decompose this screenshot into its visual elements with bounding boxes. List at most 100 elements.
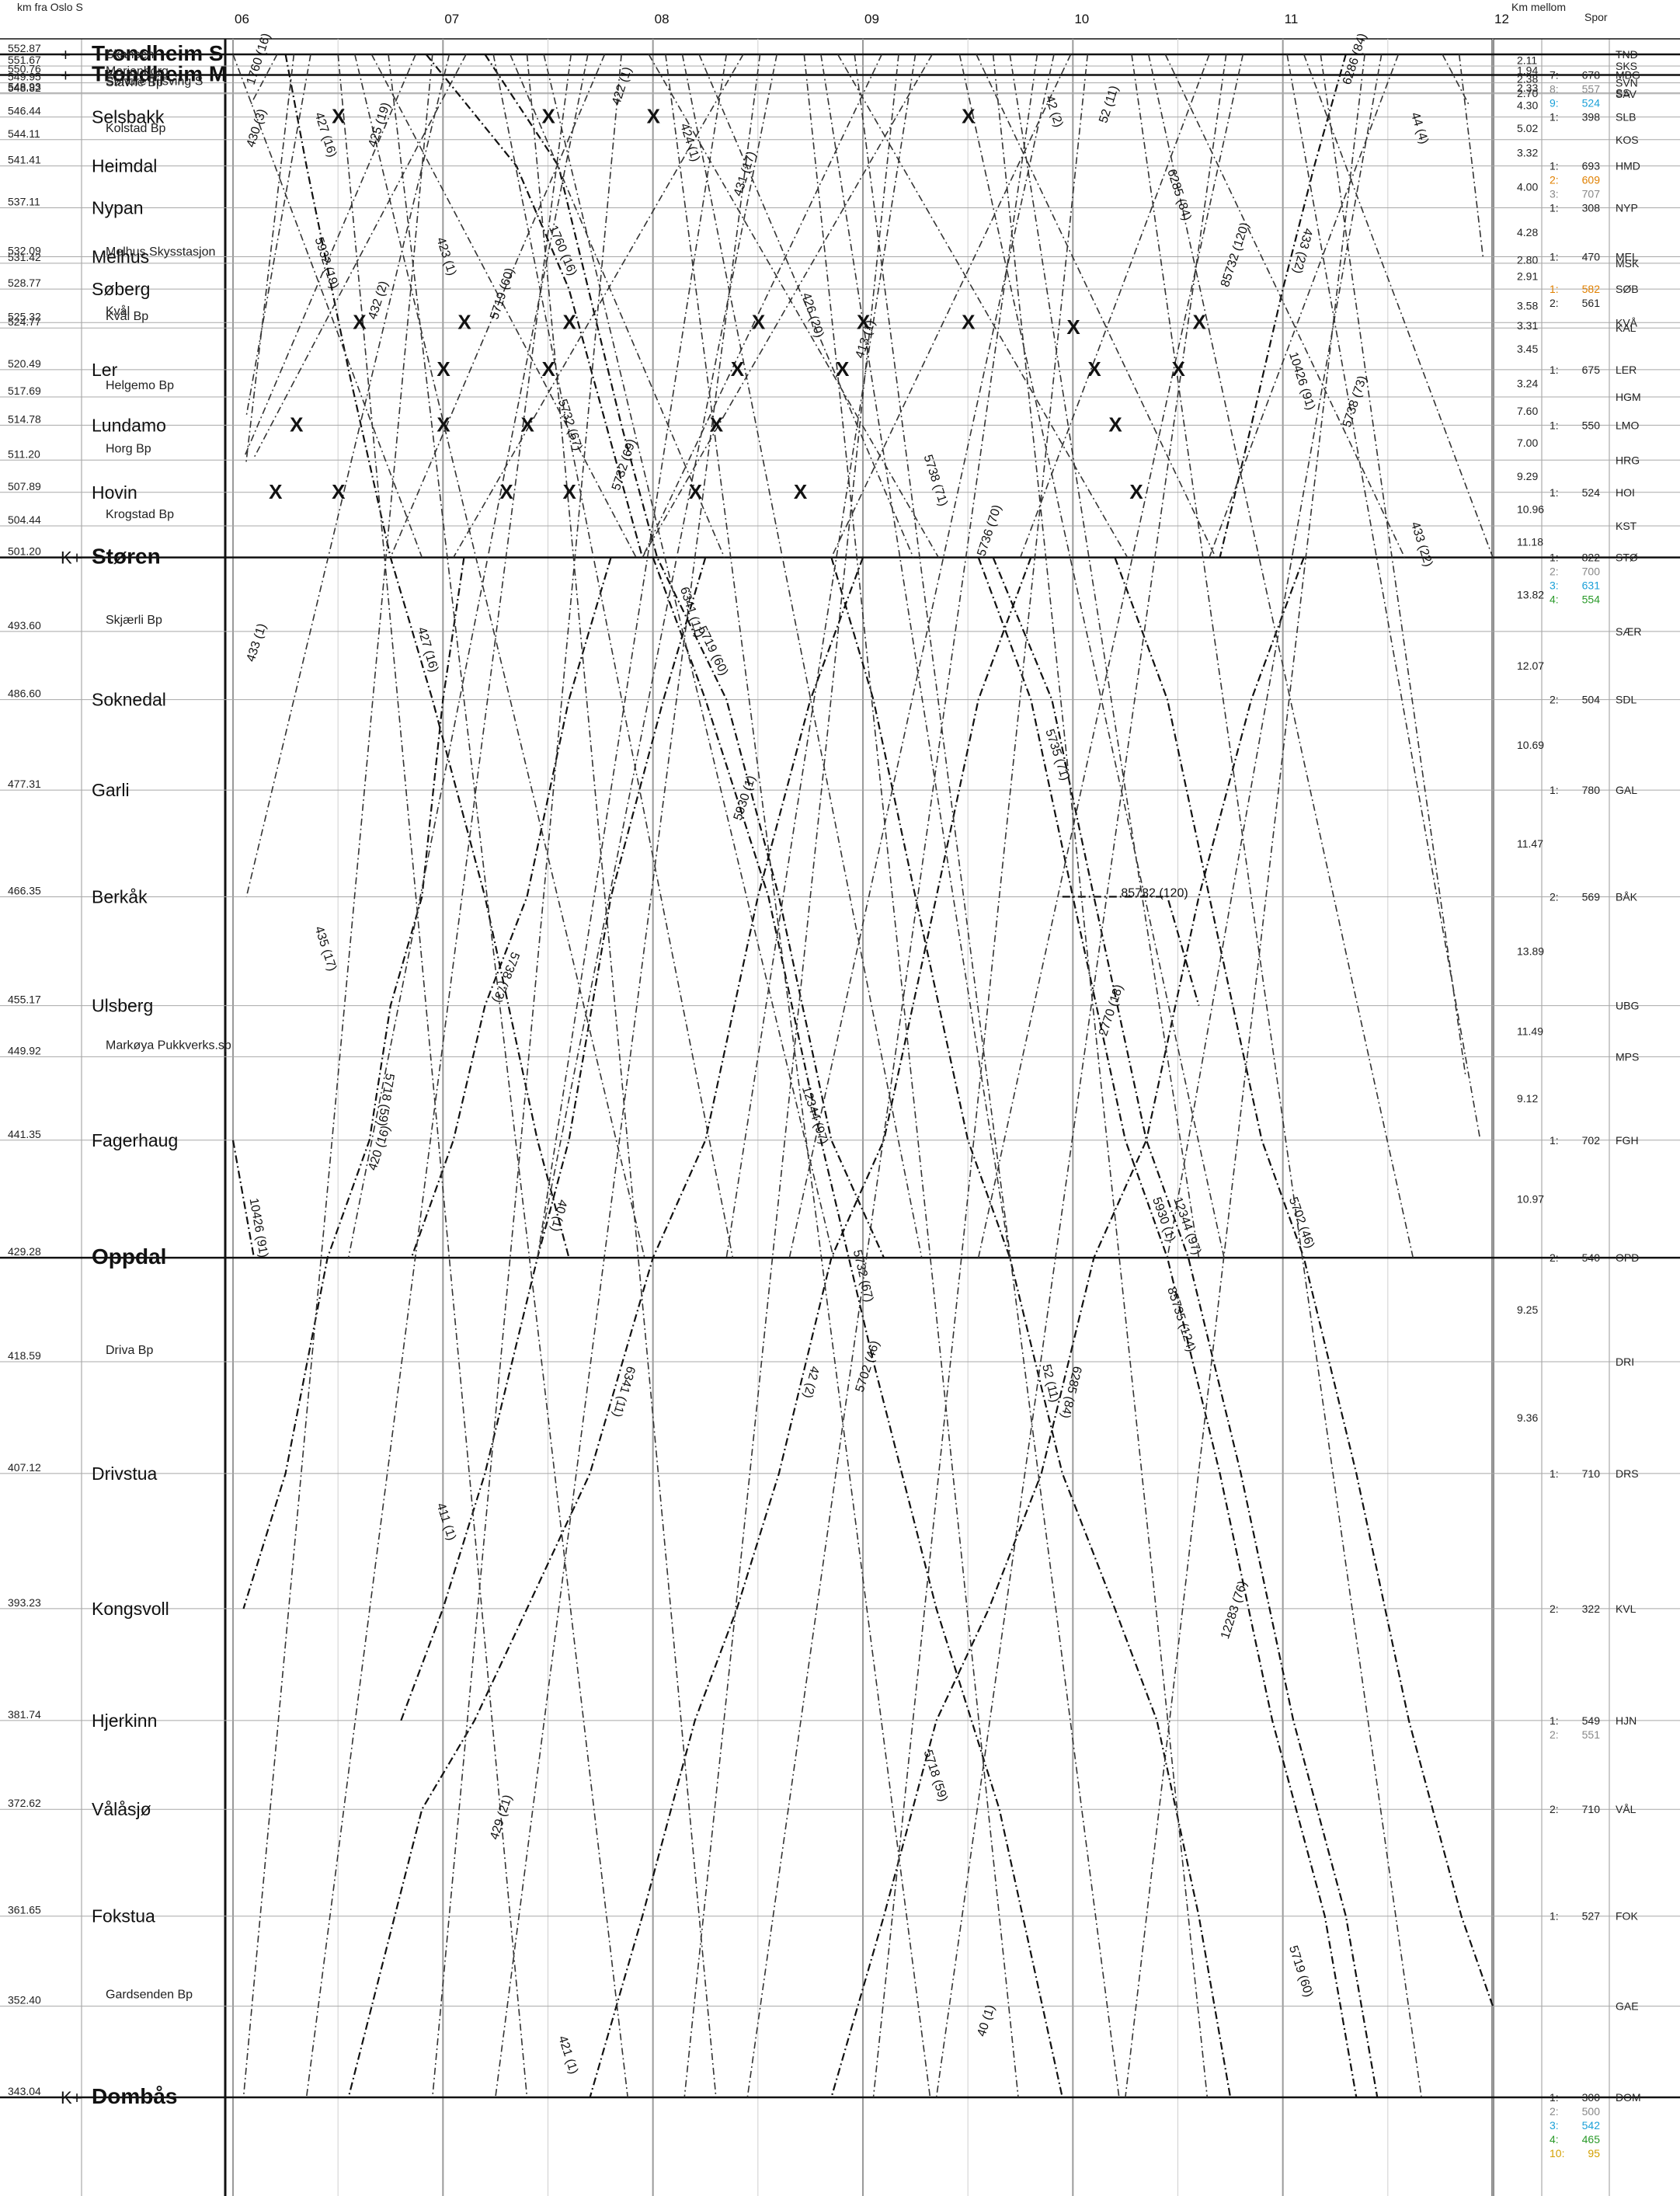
station-km: 343.04	[8, 2085, 41, 2097]
train-path	[400, 557, 707, 1721]
crossing-marker: X	[269, 480, 283, 503]
track-number: 3:	[1550, 2119, 1559, 2132]
station-km: 407.12	[8, 1461, 41, 1474]
track-number: 1:	[1550, 1467, 1559, 1480]
station-km: 361.65	[8, 1904, 41, 1916]
train-path	[1131, 54, 1422, 2098]
station-name: Krogstad Bp	[106, 508, 174, 521]
train-path	[589, 557, 1032, 2098]
station-km: 548.93	[8, 80, 41, 92]
station-abbr: SKS	[1616, 60, 1637, 72]
crossing-marker: X	[542, 105, 556, 128]
track-number: 1:	[1550, 202, 1559, 214]
hour-label: 07	[444, 12, 459, 26]
train-path	[642, 54, 933, 559]
train-path	[370, 54, 637, 558]
hour-label: 06	[235, 12, 249, 26]
track-number: 2:	[1550, 1603, 1559, 1615]
track-length: 557	[1582, 82, 1601, 95]
train-path	[231, 1140, 256, 1258]
track-length: 554	[1582, 593, 1601, 606]
distance-value: 3.24	[1517, 377, 1538, 389]
station-abbr: HOI	[1616, 486, 1635, 499]
train-path	[242, 54, 433, 2098]
station-abbr: KVL	[1616, 1603, 1637, 1615]
train-path	[1147, 54, 1414, 1258]
station-abbr: MEL	[1616, 250, 1638, 263]
station-name: Marienborg	[106, 65, 169, 78]
track-length: 95	[1588, 2147, 1600, 2159]
train-path	[1286, 54, 1480, 1138]
tracks-column: 7: 678 8: 557 9: 524 1: 398 1: 693 2: 609 3: 707 1: 308…	[1550, 68, 1600, 2159]
hour-label: 12	[1494, 12, 1509, 26]
station-name: Trondheim M	[92, 61, 227, 85]
station-name: Nypan	[92, 198, 143, 218]
km-header-label: km fra Oslo S	[17, 1, 83, 13]
track-number: 1:	[1550, 1714, 1559, 1727]
distance-value: 2.80	[1517, 254, 1538, 266]
train-path	[665, 54, 931, 2098]
station-km: 441.35	[8, 1128, 41, 1140]
train-path	[1062, 896, 1200, 1006]
hour-label: 09	[864, 12, 879, 26]
train-path	[245, 54, 311, 416]
station-name: Stavne Bp	[106, 76, 163, 89]
train-path	[648, 54, 939, 558]
station-name: Heimdal	[92, 156, 157, 176]
train-path	[935, 54, 1227, 2098]
station-abbr: GAE	[1616, 2000, 1639, 2013]
track-number: 2:	[1550, 297, 1559, 309]
train-path	[253, 54, 467, 458]
station-abbr: KAL	[1616, 322, 1637, 334]
station-abbr: SLB	[1616, 111, 1636, 124]
train-path	[245, 54, 295, 464]
station-km: 524.77	[8, 315, 41, 328]
track-length: 675	[1582, 364, 1601, 376]
station-name: Soknedal	[92, 690, 166, 710]
train-path	[390, 54, 606, 558]
track-length: 550	[1582, 419, 1601, 431]
station-abbr: SVN	[1616, 77, 1638, 89]
track-number: 2:	[1550, 174, 1559, 186]
station-abbr: DRI	[1616, 1356, 1634, 1368]
station-name: Drivstua	[92, 1463, 158, 1484]
track-length: 561	[1582, 297, 1601, 309]
station-abbr: KVÅ	[1616, 316, 1638, 329]
track-length: 527	[1582, 1910, 1601, 1923]
station-km: 546.44	[8, 105, 41, 117]
station-km: 504.44	[8, 513, 41, 526]
train-path	[830, 557, 1305, 2098]
crossing-marker: X	[1108, 412, 1122, 436]
track-number: 1:	[1550, 160, 1559, 172]
station-abbr: SS	[1616, 86, 1630, 99]
train-path	[977, 557, 1358, 2098]
station-km: 511.20	[8, 447, 40, 460]
station-km: 455.17	[8, 994, 41, 1006]
station-km: 493.60	[8, 619, 41, 632]
track-number: 1:	[1550, 111, 1559, 124]
distance-value: 1.94	[1517, 64, 1538, 77]
distance-value: 10.96	[1517, 503, 1544, 515]
station-km: 537.11	[8, 196, 40, 208]
track-number: 2:	[1550, 566, 1559, 578]
train-path	[492, 54, 734, 1258]
crossing-marker: X	[1066, 315, 1080, 339]
crossing-marker: X	[437, 412, 450, 436]
track-number: 1:	[1550, 1910, 1559, 1923]
tracks-header-label: Spor	[1584, 11, 1608, 23]
crossing-marker: X	[962, 105, 976, 128]
station-km: 393.23	[8, 1596, 41, 1609]
station-name: Melhus Skysstasjon	[106, 245, 215, 259]
station-km: 528.77	[8, 277, 41, 289]
train-path	[642, 54, 883, 558]
station-flag: +	[61, 65, 71, 85]
station-name: Markøya Pukkverks.sp	[106, 1039, 231, 1052]
station-name: Hovin	[92, 482, 137, 503]
hour-label: 11	[1285, 12, 1299, 26]
crossing-marker: X	[1087, 357, 1101, 381]
train-path	[249, 54, 278, 106]
station-abbr: SØB	[1616, 283, 1639, 295]
distance-value: 2.33	[1517, 82, 1538, 94]
track-number: 3:	[1550, 579, 1559, 592]
